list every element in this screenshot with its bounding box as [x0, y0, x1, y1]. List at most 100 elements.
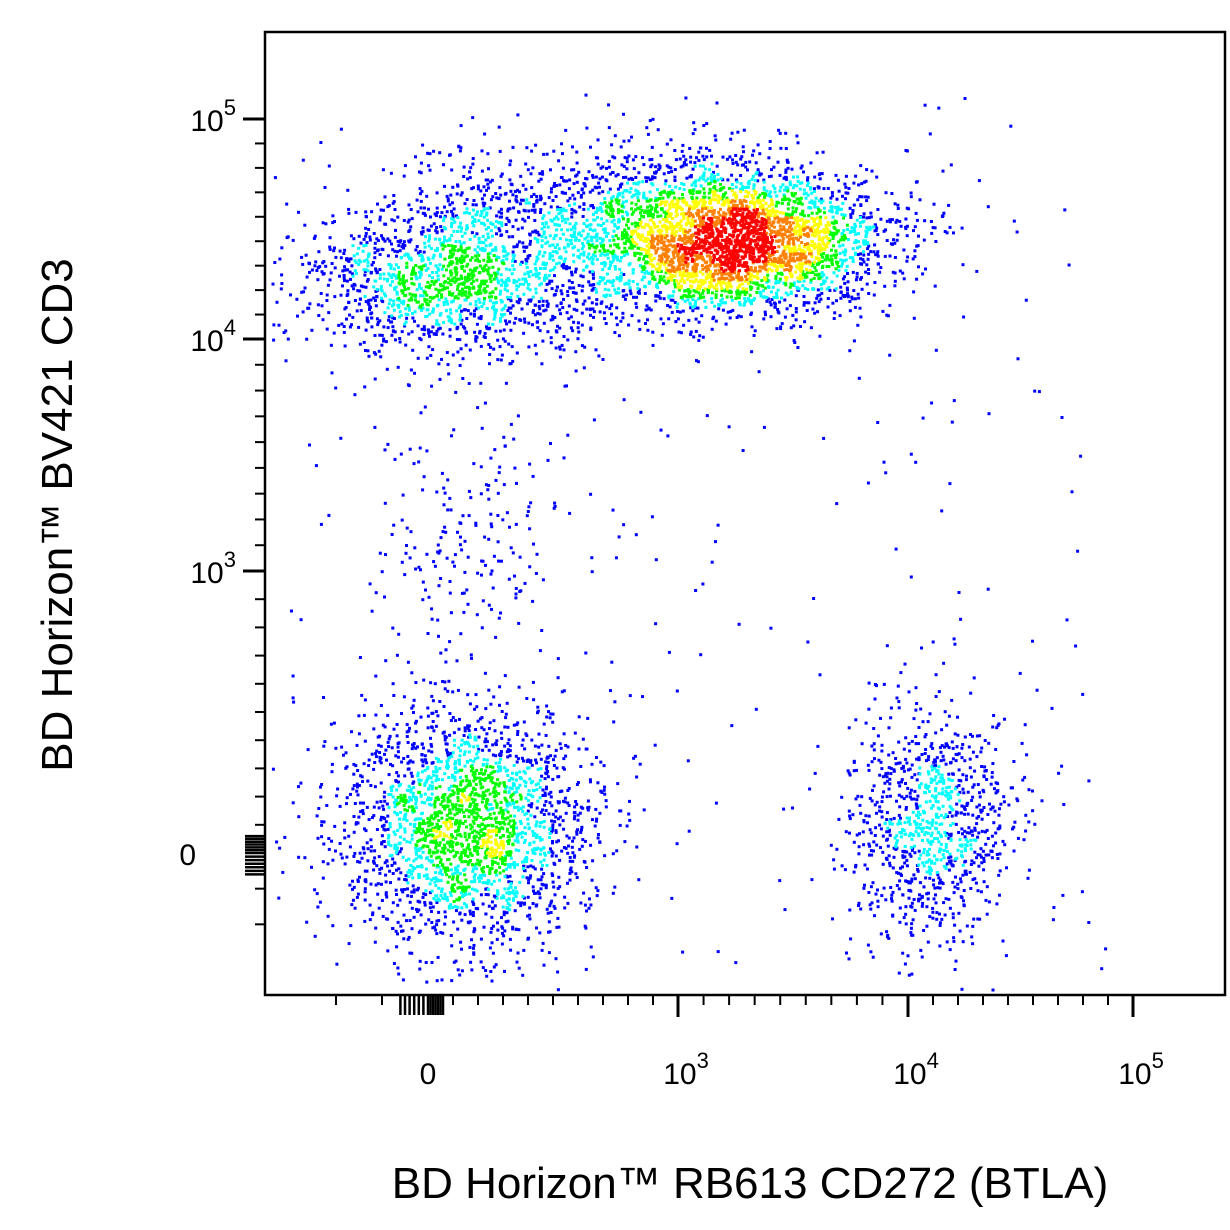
event-dot	[496, 769, 500, 773]
event-dot	[628, 289, 632, 293]
event-dot	[955, 811, 959, 815]
event-dot	[582, 259, 586, 263]
event-dot	[310, 328, 314, 332]
event-dot	[390, 863, 394, 867]
event-dot	[939, 848, 943, 852]
event-dot	[994, 748, 998, 751]
event-dot	[320, 270, 324, 274]
event-dot	[832, 867, 836, 871]
event-dot	[486, 152, 490, 156]
event-dot	[886, 844, 890, 848]
event-dot	[530, 186, 534, 190]
event-dot	[395, 734, 399, 738]
event-dot	[292, 700, 296, 704]
event-dot	[636, 287, 640, 290]
event-dot	[378, 333, 382, 337]
event-dot	[364, 243, 368, 247]
event-dot	[390, 314, 394, 318]
event-dot	[553, 501, 557, 505]
event-dot	[917, 857, 921, 861]
event-dot	[469, 960, 473, 964]
event-dot	[868, 216, 871, 220]
event-dot	[284, 359, 288, 363]
event-dot	[360, 856, 364, 860]
event-dot	[425, 761, 429, 765]
event-dot	[453, 767, 457, 770]
event-dot	[903, 821, 907, 825]
event-dot	[409, 225, 413, 229]
event-dot	[405, 316, 409, 320]
event-dot	[552, 237, 556, 241]
event-dot	[462, 734, 466, 737]
event-dot	[348, 325, 352, 329]
event-dot	[529, 759, 533, 763]
event-dot	[471, 221, 474, 225]
event-dot	[379, 208, 383, 212]
event-dot	[412, 711, 415, 714]
event-dot	[910, 739, 914, 743]
event-dot	[904, 225, 908, 229]
event-dot	[922, 851, 926, 855]
event-dot	[884, 856, 888, 860]
event-dot	[961, 743, 965, 746]
event-dot	[852, 769, 856, 773]
event-dot	[871, 788, 874, 792]
event-dot	[1061, 893, 1065, 897]
event-dot	[912, 797, 916, 801]
event-dot	[525, 811, 529, 815]
event-dot	[747, 298, 751, 302]
event-dot	[875, 226, 879, 230]
event-dot	[451, 560, 455, 564]
event-dot	[546, 240, 550, 244]
event-dot	[535, 833, 539, 837]
event-dot	[884, 471, 888, 475]
event-dot	[517, 685, 521, 689]
event-dot	[991, 805, 995, 809]
event-dot	[509, 189, 513, 193]
event-dot	[363, 698, 367, 702]
event-dot	[483, 132, 487, 136]
event-dot	[962, 899, 965, 903]
event-dot	[459, 535, 462, 539]
event-dot	[372, 285, 376, 289]
event-dot	[475, 322, 479, 326]
event-dot	[401, 929, 405, 933]
event-dot	[558, 308, 562, 312]
event-dot	[676, 317, 680, 321]
event-dot	[997, 813, 1001, 817]
event-dot	[459, 124, 463, 128]
event-dot	[689, 174, 693, 177]
event-dot	[465, 207, 469, 211]
event-dot	[895, 218, 899, 222]
event-dot	[542, 813, 546, 816]
event-dot	[443, 738, 447, 742]
event-dot	[697, 320, 701, 324]
event-dot	[677, 330, 681, 334]
event-dot	[687, 829, 691, 833]
event-dot	[872, 849, 875, 853]
event-dot	[1023, 775, 1027, 779]
event-dot	[555, 925, 559, 929]
event-dot	[637, 180, 641, 184]
event-dot	[904, 736, 908, 740]
event-dot	[363, 919, 367, 923]
event-dot	[883, 774, 887, 778]
event-dot	[331, 924, 335, 928]
event-dot	[453, 905, 457, 909]
event-dot	[533, 208, 537, 212]
event-dot	[477, 236, 481, 240]
event-dot	[531, 885, 535, 889]
event-dot	[563, 796, 567, 800]
event-dot	[784, 168, 788, 172]
event-dot	[501, 905, 505, 909]
event-dot	[567, 204, 571, 207]
event-dot	[439, 651, 443, 655]
event-dot	[489, 222, 493, 225]
event-dot	[431, 325, 435, 329]
event-dot	[430, 961, 434, 964]
event-dot	[458, 318, 462, 322]
event-dot	[899, 816, 902, 820]
event-dot	[649, 308, 653, 312]
event-dot	[477, 735, 481, 739]
event-dot	[607, 288, 611, 292]
